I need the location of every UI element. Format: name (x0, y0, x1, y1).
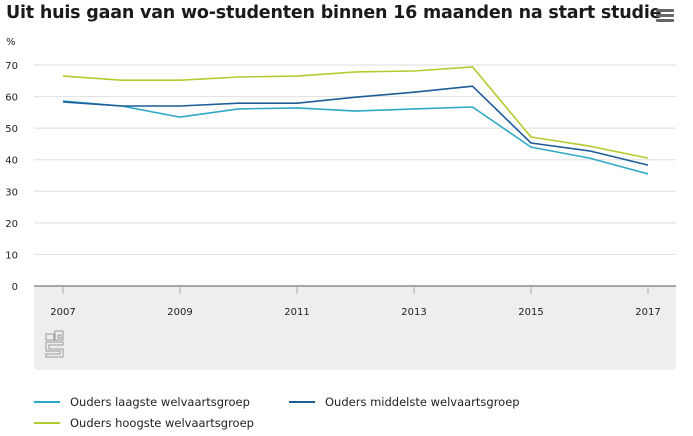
y-tick-label: 20 (5, 219, 18, 230)
chart-title: Uit huis gaan van wo-studenten binnen 16… (6, 3, 662, 23)
y-axis-unit-label: % (6, 37, 16, 48)
y-tick-label: 30 (5, 187, 18, 198)
legend-swatch (34, 422, 60, 424)
x-axis-ticks: 2007 2009 2011 2013 2015 2017 (50, 286, 661, 318)
legend-item-hoogste[interactable]: Ouders hoogste welvaartsgroep (34, 416, 254, 430)
y-tick-label: 50 (5, 124, 18, 135)
legend-label: Ouders laagste welvaartsgroep (70, 395, 250, 409)
line-chart: 0 10 20 30 40 50 60 70 2007 2009 2011 2013 2015 2017 (5, 61, 676, 370)
x-tick-label: 2007 (50, 307, 75, 318)
legend-swatch (34, 401, 60, 403)
y-axis-ticks: 0 10 20 30 40 50 60 70 (5, 61, 18, 293)
menu-bar (656, 9, 674, 12)
x-axis-band (34, 286, 676, 370)
hamburger-menu-icon[interactable] (656, 9, 674, 25)
y-tick-label: 70 (5, 61, 18, 72)
legend-label: Ouders middelste welvaartsgroep (325, 395, 520, 409)
x-tick-label: 2009 (167, 307, 192, 318)
y-tick-label: 40 (5, 156, 18, 167)
series-lines (62, 66, 649, 175)
menu-bar (656, 19, 674, 22)
menu-bar (656, 14, 674, 17)
legend-item-middelste[interactable]: Ouders middelste welvaartsgroep (289, 395, 520, 409)
y-tick-label: 10 (5, 250, 18, 261)
y-tick-label: 60 (5, 93, 18, 104)
y-tick-label: 0 (12, 282, 18, 293)
series-line-laagste (62, 100, 649, 175)
cbs-logo-icon (45, 330, 64, 358)
legend: Ouders laagste welvaartsgroep Ouders mid… (0, 390, 693, 436)
gridlines (34, 64, 676, 287)
legend-item-laagste[interactable]: Ouders laagste welvaartsgroep (34, 395, 250, 409)
x-tick-label: 2013 (401, 307, 426, 318)
series-line-hoogste (62, 66, 649, 159)
x-tick-label: 2015 (518, 307, 543, 318)
legend-label: Ouders hoogste welvaartsgroep (70, 416, 254, 430)
x-tick-label: 2017 (635, 307, 660, 318)
x-tick-label: 2011 (284, 307, 309, 318)
legend-swatch (289, 401, 315, 403)
plot-background (34, 286, 676, 370)
series-line-middelste (62, 85, 649, 166)
